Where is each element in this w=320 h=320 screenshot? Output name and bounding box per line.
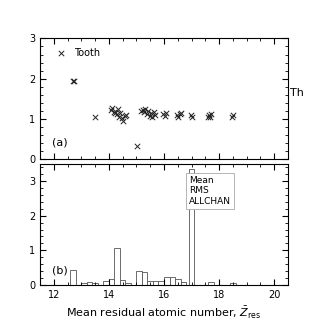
Point [114, 112, 119, 117]
Point [175, 112, 180, 117]
Point [120, 116, 125, 121]
Point [189, 114, 195, 119]
Point [150, 114, 155, 119]
Point [115, 106, 120, 111]
Point [140, 108, 145, 113]
Bar [153, 281, 158, 285]
Point [146, 108, 151, 113]
Point [117, 114, 122, 119]
Bar [81, 283, 87, 285]
Bar [142, 272, 148, 285]
Point [188, 112, 194, 117]
Bar [114, 248, 120, 285]
Bar [189, 169, 194, 285]
Point [153, 112, 158, 117]
Bar [158, 281, 164, 285]
Point [70, 79, 76, 84]
Point [230, 114, 235, 119]
Point [143, 106, 148, 111]
Point [144, 112, 149, 117]
Text: (a): (a) [52, 137, 68, 147]
Point [151, 109, 156, 114]
Bar [136, 271, 142, 285]
Point [147, 113, 152, 118]
Bar [230, 283, 236, 285]
Point [122, 113, 127, 118]
Point [148, 110, 153, 116]
Point [134, 144, 140, 149]
Bar [180, 282, 186, 285]
Point [209, 112, 214, 117]
Text: Th: Th [291, 88, 304, 98]
Point [177, 112, 182, 117]
Point [205, 114, 210, 119]
Bar [87, 282, 92, 285]
Point [162, 113, 167, 118]
Point [111, 109, 116, 114]
Point [141, 109, 147, 114]
Bar [109, 279, 115, 285]
X-axis label: Mean residual atomic number, $\bar{Z}_{\mathrm{res}}$: Mean residual atomic number, $\bar{Z}_{\… [66, 305, 262, 320]
Point [176, 114, 181, 119]
Point [161, 112, 166, 117]
Legend: Tooth: Tooth [50, 46, 102, 60]
Point [124, 112, 129, 117]
Bar [208, 282, 214, 285]
Point [231, 112, 236, 117]
Point [112, 110, 117, 116]
Bar [103, 281, 109, 285]
Point [208, 114, 213, 119]
Bar [70, 270, 76, 285]
Point [179, 111, 184, 116]
Bar [170, 277, 175, 285]
Bar [148, 281, 153, 285]
Bar [175, 279, 180, 285]
Point [139, 108, 144, 113]
Bar [92, 283, 98, 285]
Point [71, 78, 76, 83]
Bar [120, 280, 125, 285]
Point [121, 118, 126, 124]
Point [108, 108, 114, 113]
Text: Mean
RMS
ALLCHAN: Mean RMS ALLCHAN [189, 176, 231, 206]
Bar [164, 277, 170, 285]
Point [110, 105, 115, 110]
Point [92, 115, 98, 120]
Point [164, 110, 169, 116]
Point [206, 112, 211, 117]
Bar [125, 283, 131, 285]
Point [118, 111, 123, 116]
Text: (b): (b) [52, 265, 68, 275]
